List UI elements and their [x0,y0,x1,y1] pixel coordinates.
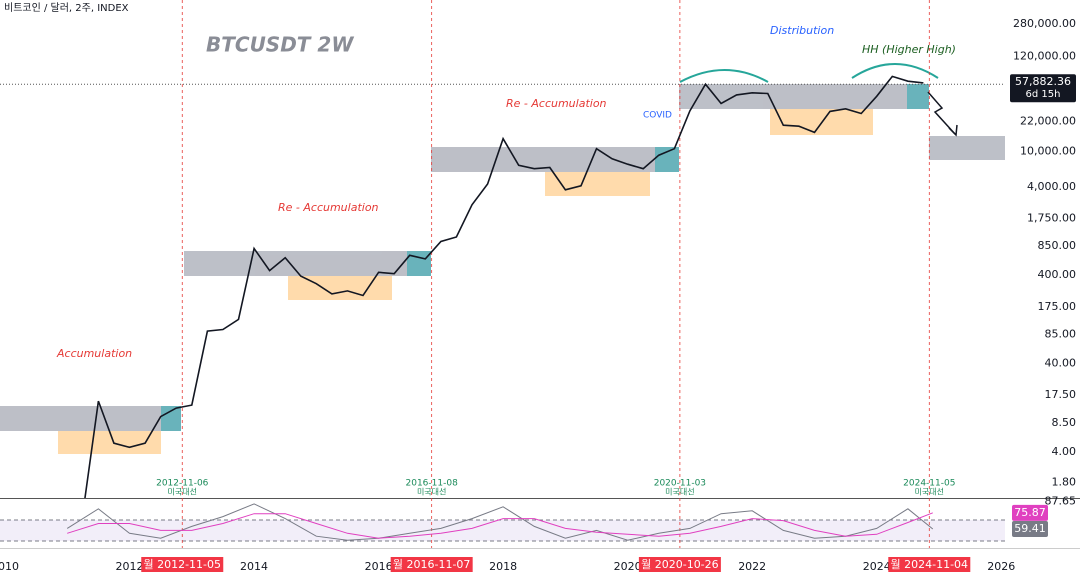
zone [0,406,180,431]
event-date: 2024-11-05 [903,479,955,489]
arrow-head [948,124,958,137]
y-tick-label: 85.00 [1045,328,1077,341]
event-date: 2020-11-03 [654,479,706,489]
zone [184,251,431,276]
value-tag [1012,520,1048,537]
event-label: 미국대선 [168,488,197,497]
time-tag-label: 월 2020-10-26 [641,558,719,571]
chart-title: BTCUSDT 2W [206,33,354,57]
y-tick-label: 40.00 [1045,356,1077,369]
series-line [67,512,933,539]
rsi-band [0,520,1005,541]
y-tick-label: 400.00 [1038,268,1077,281]
event-date: 2012-11-06 [156,479,209,489]
x-tick-label: 2010 [0,560,19,572]
y-tick-label: 175.00 [1038,300,1077,313]
time-tag [888,557,971,572]
zone [655,147,679,172]
y-tick-label: 17.50 [1045,388,1077,401]
symbol-info: 비트코인 / 달러, 2주, INDEX [4,2,129,14]
x-tick-label: 2026 [987,560,1015,572]
annotation: Re - Accumulation [278,201,379,214]
price-countdown: 6d 15h [1026,89,1061,100]
x-tick-label: 2020 [614,560,642,572]
y-tick-label: 87.65 [1045,494,1077,507]
zone [907,84,929,109]
time-tag-label: 월 2024-11-04 [891,558,969,571]
y-tick-label: 280,000.00 [1013,17,1076,30]
y-tick-label: 8.50 [1052,416,1077,429]
x-tick-label: 2022 [738,560,766,572]
time-tag [141,557,224,572]
zone [288,276,392,300]
x-tick-label: 2014 [240,560,268,572]
zone [679,84,929,109]
annotation: Re - Accumulation [506,97,607,110]
y-tick-label: 1,750.00 [1027,211,1076,224]
x-tick-label: 2018 [489,560,517,572]
y-tick-label: 850.00 [1038,239,1077,252]
annotation: Distribution [770,24,834,37]
zones [0,84,1012,454]
hh-arc [851,63,939,79]
series-group [84,75,924,498]
zone [545,172,650,196]
hh-arc [679,69,769,83]
x-tick-label: 2012 [116,560,144,572]
y-tick-label: 4,000.00 [1027,180,1076,193]
arrow [927,91,956,135]
y-tick-label: 120,000.00 [1013,49,1076,62]
x-tick-label: 2016 [365,560,393,572]
y-tick-label: 10,000.00 [1020,145,1076,158]
series-group [66,503,934,541]
y-tick-label: 1.80 [1052,475,1077,488]
annotation: HH (Higher High) [862,43,956,56]
value-tag-label: 75.87 [1014,506,1046,519]
price-tag [1010,74,1076,103]
value-tag-label: 59.41 [1014,522,1046,535]
event-date: 2016-11-08 [406,479,459,489]
event-label: 미국대선 [417,488,446,497]
zone [161,406,181,431]
price-tag-label: 57,882.36 [1015,75,1071,88]
y-tick-label: 4.00 [1052,445,1077,458]
zone [58,431,161,454]
time-tag [638,557,721,572]
time-tag-label: 월 2012-11-05 [143,558,221,571]
y-tick-label: 22,000.00 [1020,114,1076,127]
event-label: 미국대선 [915,488,944,497]
annotation: COVID [643,111,672,121]
time-tag [390,557,473,572]
value-tag [1012,504,1048,521]
event-label: 미국대선 [665,488,694,497]
series-line [84,75,924,498]
zone [929,136,1012,160]
x-tick-label: 2024 [863,560,891,572]
time-tag-label: 월 2016-11-07 [393,558,471,571]
series-line [66,503,934,541]
annotation: Accumulation [56,347,132,360]
